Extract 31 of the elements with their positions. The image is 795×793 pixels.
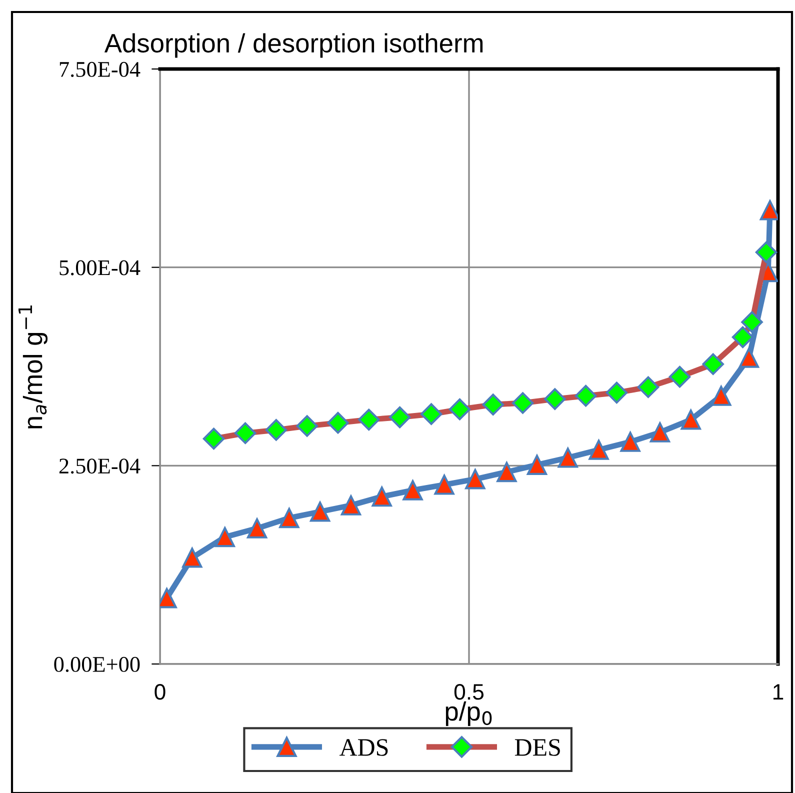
point <box>496 462 517 482</box>
point <box>340 495 362 516</box>
point <box>620 432 640 452</box>
point <box>372 486 392 507</box>
y-tick-label: 2.50E-04 <box>59 458 140 474</box>
point <box>402 480 423 500</box>
point <box>279 508 300 528</box>
point <box>680 410 701 430</box>
point <box>650 422 670 442</box>
point <box>182 548 202 568</box>
x-tick-label: 0.5 <box>454 684 484 700</box>
legend-label: ADS <box>339 739 388 756</box>
point <box>246 518 268 538</box>
point <box>434 474 454 495</box>
point <box>214 526 235 548</box>
point <box>738 348 760 368</box>
point <box>558 448 578 468</box>
x-tick-label: 1 <box>774 684 784 700</box>
point <box>465 469 486 490</box>
y-tick-label: 7.50E-04 <box>60 62 140 78</box>
point <box>526 454 548 475</box>
chart-title: Adsorption / desorption isotherm <box>104 33 483 58</box>
legend-label: DES <box>514 739 560 756</box>
point <box>310 502 330 522</box>
y-axis-title: n$_{a}$/mol g$^{−1}$ <box>18 305 48 428</box>
y-tick-label: 0.00E+00 <box>54 656 140 672</box>
y-tick-label: 5.00E-04 <box>60 260 140 276</box>
x-axis-title: p/p$_{0}$ <box>446 701 492 726</box>
x-tick-label: 0 <box>154 684 166 700</box>
point <box>588 440 609 460</box>
point <box>711 386 732 406</box>
